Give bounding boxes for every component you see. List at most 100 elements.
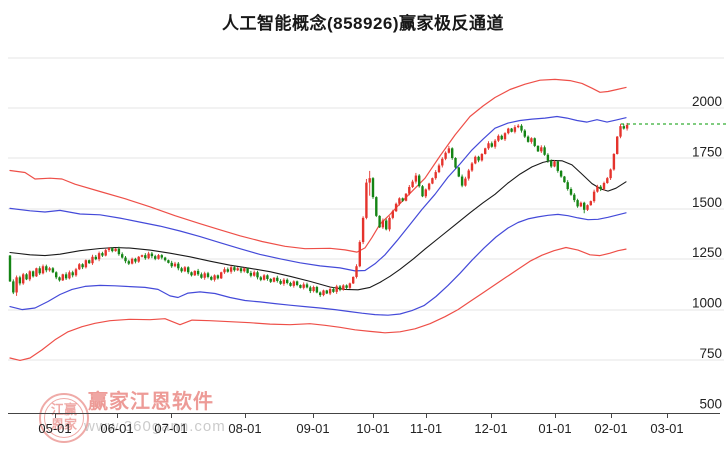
candle-down	[622, 126, 625, 129]
candle-down	[45, 266, 48, 271]
candle-down	[325, 290, 328, 294]
candle-down	[375, 197, 378, 216]
candle-down	[599, 186, 602, 190]
candle-down	[451, 148, 454, 158]
candle-up	[243, 268, 246, 272]
candle-down	[286, 279, 289, 283]
candle-up	[619, 126, 622, 137]
candle-up	[355, 266, 358, 277]
candle-down	[180, 268, 183, 272]
candle-down	[526, 136, 530, 142]
candle-up	[602, 183, 606, 190]
candle-down	[583, 202, 586, 210]
watermark-seal-icon	[39, 393, 89, 443]
y-tick-label: 1500	[692, 195, 722, 210]
candle-down	[190, 272, 193, 276]
candle-up	[262, 275, 266, 280]
candle-up	[470, 163, 474, 171]
candle-down	[259, 277, 262, 280]
candle-down	[510, 128, 513, 132]
candle-down	[338, 286, 342, 290]
x-tick-label: 06-01	[100, 421, 133, 436]
candle-up	[497, 135, 500, 141]
candles-series	[8, 122, 629, 297]
candle-down	[111, 248, 114, 252]
candle-down	[576, 200, 579, 207]
candle-down	[8, 255, 12, 282]
watermark-seal-text: 江赢	[51, 402, 77, 417]
watermark-brand-text: 赢家江恩软件	[88, 389, 214, 413]
candle-up	[97, 253, 101, 260]
x-axis: 05-01 06-01 07-01 08-01 09-01 10-01 11-01 12-01…	[8, 413, 720, 436]
candle-up	[229, 267, 233, 272]
lower-channel-blue-line	[9, 212, 627, 316]
x-tick-label: 01-01	[538, 421, 571, 436]
candle-up	[441, 158, 444, 166]
candle-down	[25, 274, 28, 280]
y-tick-label: 2000	[692, 94, 722, 109]
candle-down	[64, 274, 68, 279]
candle-up	[130, 258, 134, 264]
candle-down	[421, 186, 424, 197]
watermark-seal-text: 恩家	[51, 417, 78, 432]
candle-down	[81, 264, 84, 268]
candle-up	[414, 175, 418, 182]
candle-up	[606, 178, 609, 183]
candle-down	[101, 253, 104, 256]
candle-up	[388, 217, 391, 230]
lower-channel-red-line	[9, 246, 627, 361]
candle-down	[177, 263, 180, 269]
candle-down	[18, 277, 22, 284]
candle-down	[569, 189, 573, 195]
y-tick-label: 1250	[692, 245, 722, 260]
candle-down	[266, 275, 269, 279]
candle-up	[352, 276, 355, 284]
candle-up	[48, 268, 51, 271]
candle-down	[121, 254, 124, 258]
candle-up	[140, 255, 144, 257]
candle-down	[457, 167, 460, 177]
candle-down	[200, 274, 203, 278]
candle-down	[187, 267, 190, 273]
candle-down	[556, 161, 559, 171]
candle-up	[147, 253, 150, 259]
candle-down	[332, 289, 335, 292]
candle-up	[609, 169, 612, 179]
candle-down	[418, 175, 421, 187]
candle-down	[117, 248, 121, 255]
candle-down	[309, 287, 312, 292]
candle-up	[368, 178, 371, 183]
candle-up	[464, 178, 467, 186]
x-tick-label: 12-01	[474, 421, 507, 436]
candle-down	[371, 178, 375, 198]
candle-up	[104, 250, 107, 256]
upper-channel-red-line	[9, 78, 627, 253]
candle-up	[540, 147, 543, 152]
candle-up	[183, 267, 187, 272]
candle-down	[319, 292, 322, 296]
candle-up	[434, 172, 437, 179]
candle-down	[299, 285, 302, 288]
y-axis: 2000 1750 1500 1250 1000 750 500	[692, 94, 722, 411]
candle-up	[361, 217, 365, 243]
candle-up	[328, 289, 332, 294]
candle-down	[206, 273, 210, 277]
candle-up	[302, 284, 305, 288]
candle-up	[157, 255, 160, 259]
website-watermark: www.360gann.com	[83, 418, 226, 435]
candle-up	[404, 193, 408, 201]
candle-down	[536, 145, 540, 152]
candle-down	[305, 284, 309, 288]
candle-up	[398, 198, 401, 204]
candle-up	[15, 277, 18, 293]
candle-up	[517, 125, 520, 128]
candle-up	[487, 143, 490, 149]
candle-up	[335, 286, 338, 292]
y-tick-label: 750	[699, 346, 722, 361]
candle-up	[503, 133, 507, 140]
candle-up	[474, 156, 477, 164]
candle-down	[160, 255, 163, 258]
x-tick-label: 07-01	[154, 421, 187, 436]
candle-down	[94, 256, 97, 260]
